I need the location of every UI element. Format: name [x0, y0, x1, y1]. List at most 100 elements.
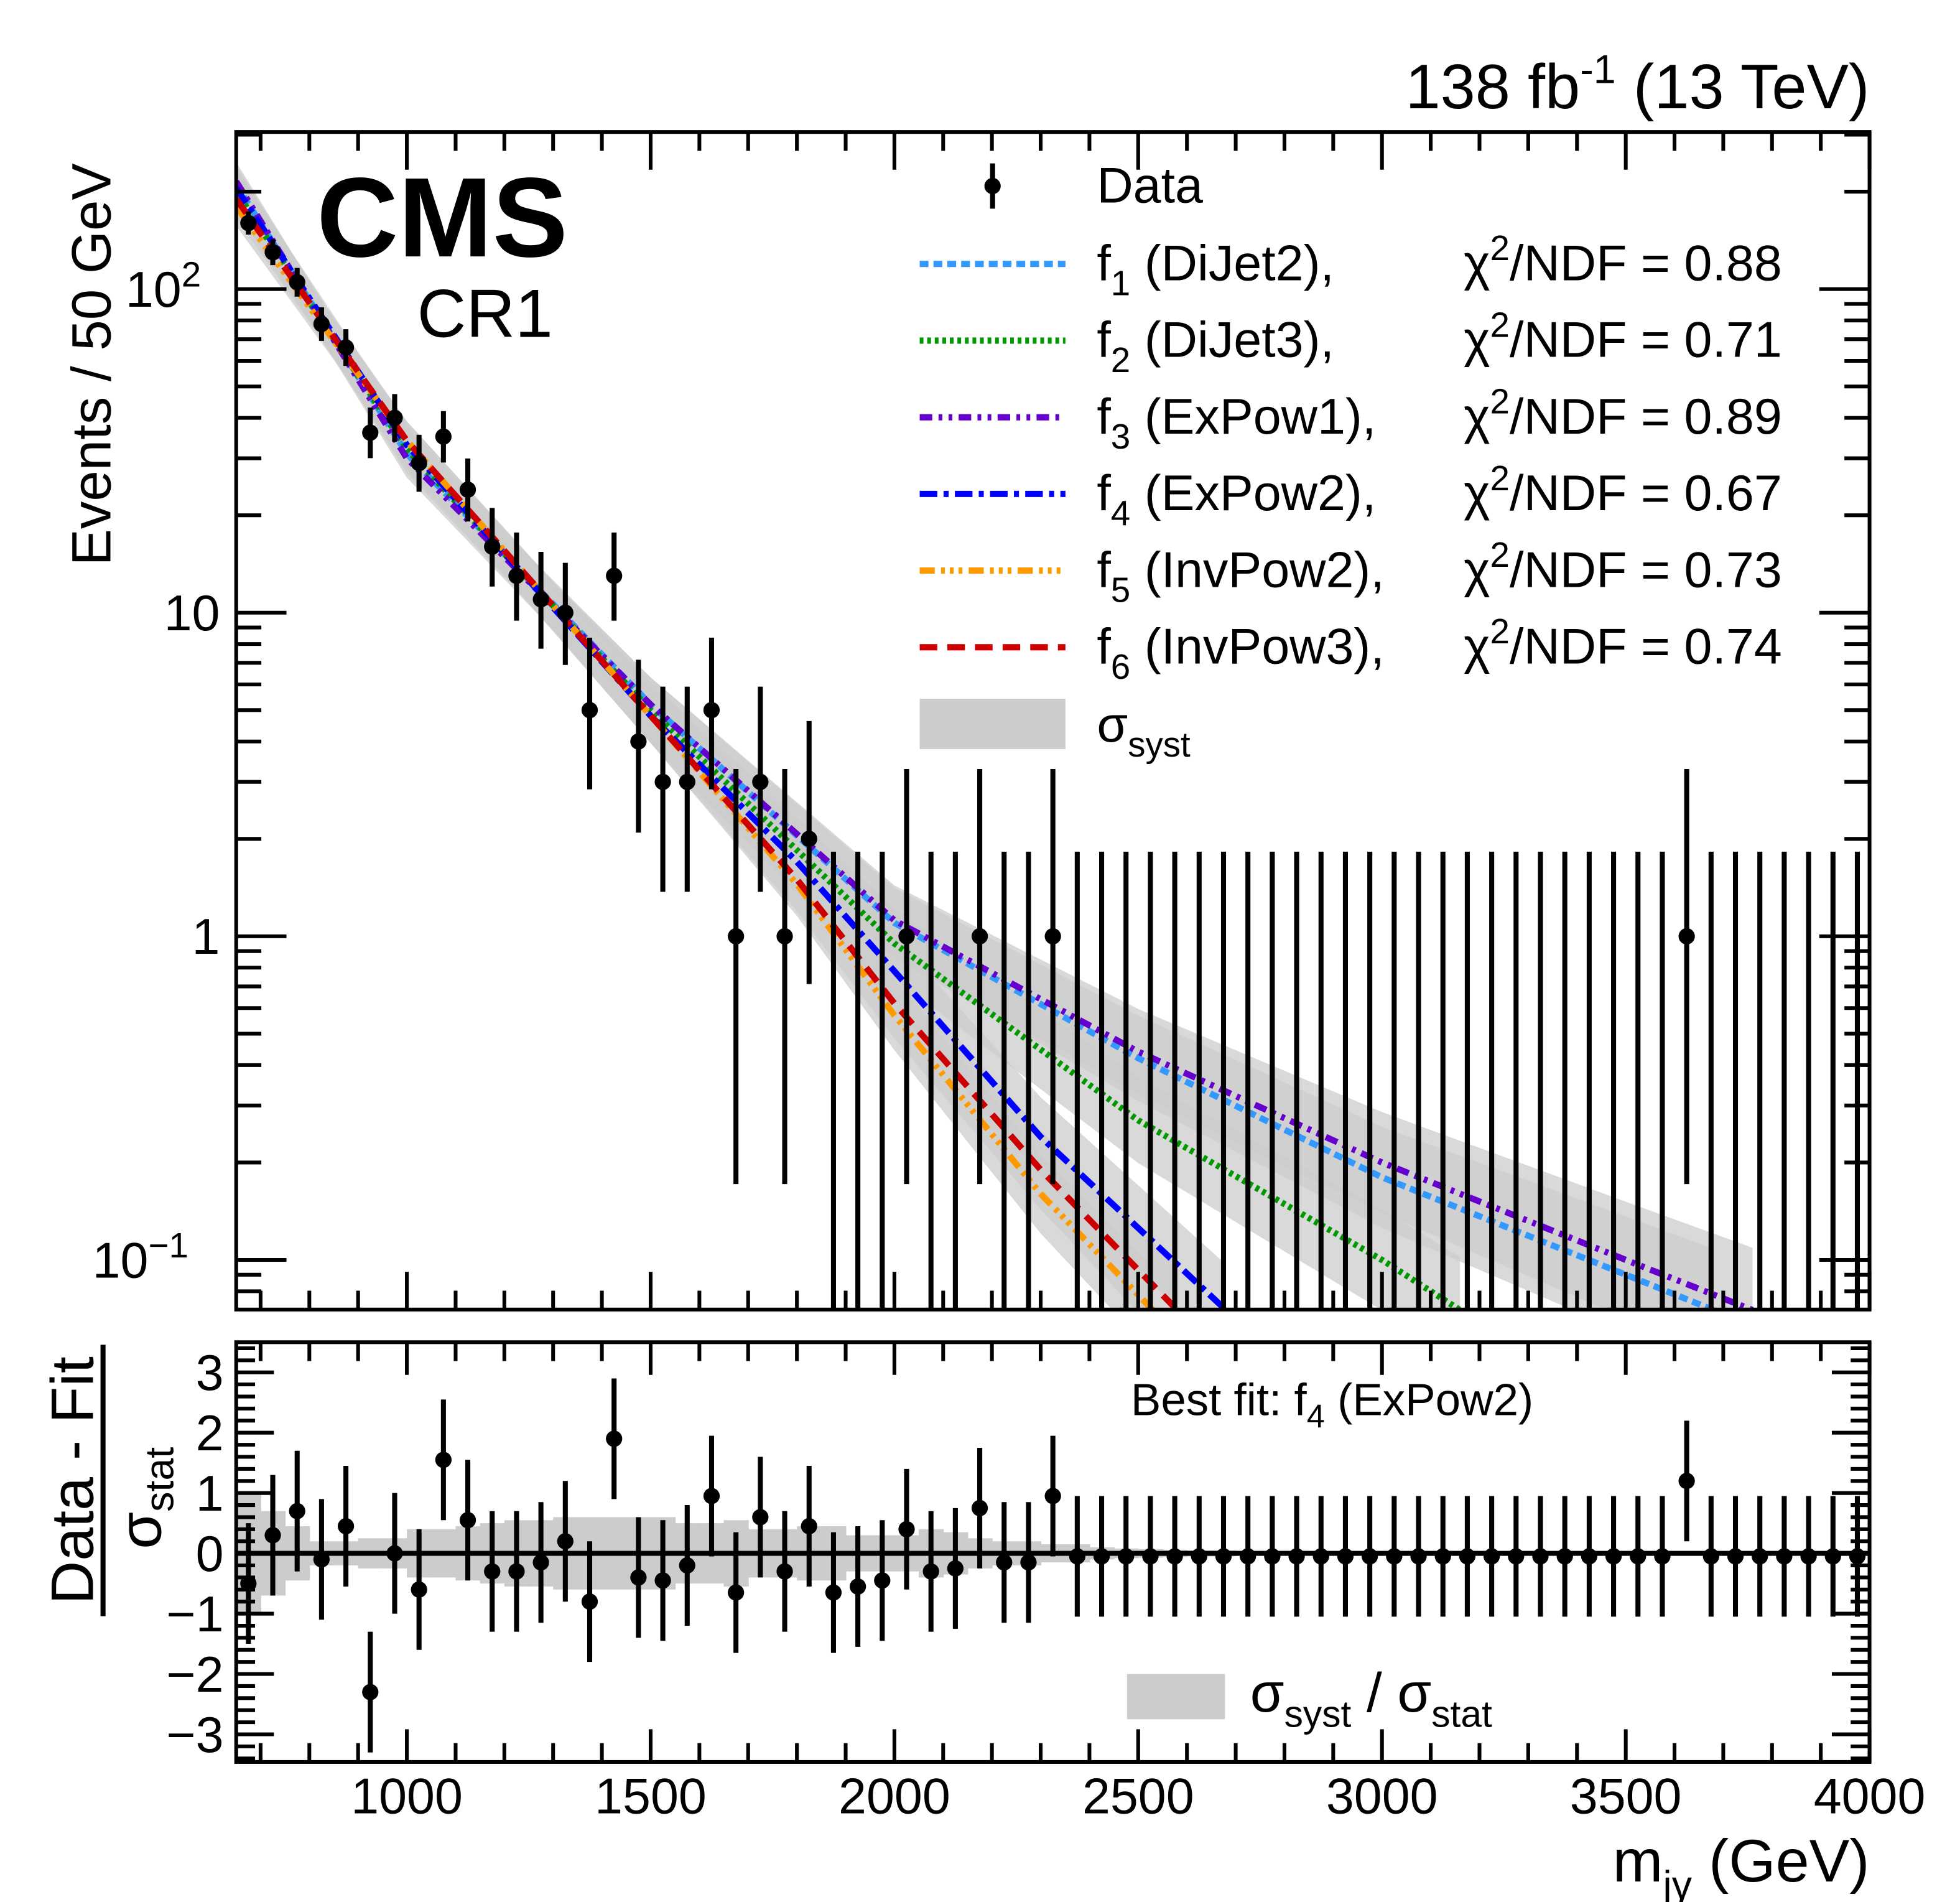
ratio-y-tick-label: −1 [166, 1587, 223, 1643]
fit-curve-f6 [236, 197, 1180, 1310]
pull-point [581, 1541, 598, 1662]
pull-point [1556, 1496, 1573, 1617]
ratio-legend-label: σsyst / σstat [1250, 1662, 1492, 1735]
pull-marker [654, 1572, 671, 1589]
y-tick-label: 10−1 [93, 1226, 188, 1289]
pull-marker [337, 1517, 355, 1535]
pull-point [1166, 1496, 1183, 1617]
pull-marker [752, 1509, 769, 1526]
pull-point [630, 1517, 647, 1638]
pull-marker [484, 1563, 501, 1580]
pull-point [1434, 1496, 1451, 1617]
y-tick-label: 1 [192, 909, 220, 965]
pull-marker [1556, 1548, 1573, 1565]
data-marker [581, 702, 598, 719]
pull-point [337, 1466, 355, 1587]
pull-point [922, 1511, 939, 1632]
data-point [1044, 769, 1061, 1185]
data-point [313, 307, 330, 341]
pull-point [1508, 1496, 1525, 1617]
main-y-axis-label: Events / 50 GeV [61, 163, 123, 566]
pull-point [1727, 1496, 1744, 1617]
pull-point [654, 1520, 671, 1641]
pull-marker [971, 1499, 988, 1517]
pull-marker [313, 1551, 330, 1568]
legend-syst-swatch [919, 699, 1066, 749]
ratio-legend-swatch [1126, 1674, 1225, 1720]
data-point [752, 686, 769, 892]
pull-point [1020, 1502, 1037, 1623]
pull-point [1312, 1496, 1329, 1617]
data-point [606, 532, 623, 621]
main-plot-frame [234, 130, 1872, 1312]
y-tick-label: 10 [164, 585, 220, 641]
pull-marker [679, 1557, 695, 1574]
x-tick-label: 2500 [1082, 1769, 1194, 1825]
pull-marker [362, 1684, 379, 1700]
pull-marker [1386, 1548, 1403, 1565]
data-point [508, 532, 525, 621]
pull-marker [1191, 1548, 1207, 1565]
legend-chi2-f4: χ2/NDF = 0.67 [1464, 459, 1782, 521]
pull-point [557, 1481, 574, 1602]
pull-marker [1630, 1548, 1646, 1565]
pull-marker [1459, 1548, 1476, 1565]
legend: Data σsyst f1 (DiJet2), χ2/NDF = 0.88 f2 (… [919, 157, 1782, 764]
pull-point [484, 1511, 501, 1632]
svg-text:Data - Fit: Data - Fit [38, 1356, 106, 1605]
data-point [776, 769, 793, 1185]
data-marker [606, 567, 623, 584]
pull-point [362, 1631, 379, 1753]
data-point [654, 686, 671, 892]
pull-marker [1702, 1548, 1719, 1565]
data-marker [459, 481, 476, 498]
data-marker [289, 274, 305, 291]
pull-marker [996, 1554, 1013, 1571]
pull-point [508, 1511, 525, 1632]
pull-marker [1312, 1548, 1329, 1565]
x-tick-label: 3500 [1570, 1769, 1682, 1825]
pull-point [386, 1493, 403, 1614]
ratio-y-tick-label: −3 [166, 1707, 223, 1763]
pull-marker [1532, 1548, 1549, 1565]
x-axis-label: mjγ (GeV) [1613, 1827, 1870, 1902]
pull-point [1386, 1496, 1403, 1617]
legend-label-f4: f4 (ExPow2), [1097, 465, 1376, 533]
pull-marker [1678, 1473, 1695, 1489]
y-tick-label: 102 [126, 255, 201, 318]
pull-marker [1727, 1548, 1744, 1565]
pull-marker [435, 1452, 452, 1468]
pull-marker [1093, 1548, 1110, 1565]
legend-label-f6: f6 (InvPow3), [1097, 619, 1384, 686]
pull-point [1824, 1496, 1841, 1617]
ratio-y-tick-label: −2 [166, 1647, 223, 1703]
best-fit-label: Best fit: f4 (ExPow2) [1131, 1374, 1533, 1435]
data-point [703, 637, 720, 790]
data-points [240, 211, 1860, 1310]
pull-marker [289, 1503, 305, 1519]
x-tick-label: 1500 [595, 1769, 707, 1825]
pull-marker [703, 1488, 720, 1504]
data-point [728, 769, 745, 1185]
pull-point [898, 1468, 915, 1590]
pull-marker [240, 1575, 257, 1592]
data-marker [362, 424, 379, 441]
data-marker [508, 567, 525, 584]
pull-point [1849, 1496, 1866, 1617]
pull-point [1605, 1496, 1622, 1617]
pull-point [1240, 1496, 1256, 1617]
pull-marker [1069, 1548, 1085, 1565]
data-point [532, 552, 549, 649]
ratio-y-axis-label: Data - Fit σstat [38, 1345, 182, 1616]
x-tick-label: 1000 [351, 1769, 463, 1825]
x-tick-label: 2000 [838, 1769, 950, 1825]
pull-marker [776, 1563, 793, 1580]
legend-chi2-f5: χ2/NDF = 0.73 [1464, 535, 1782, 598]
pull-marker [1776, 1548, 1793, 1565]
data-marker [532, 591, 549, 608]
pull-point [1654, 1496, 1671, 1617]
pull-marker [1362, 1548, 1378, 1565]
ratio-y-tick-label: 1 [196, 1466, 224, 1522]
syst-band-3 [236, 162, 1753, 1310]
legend-label-f5: f5 (InvPow2), [1097, 542, 1384, 609]
